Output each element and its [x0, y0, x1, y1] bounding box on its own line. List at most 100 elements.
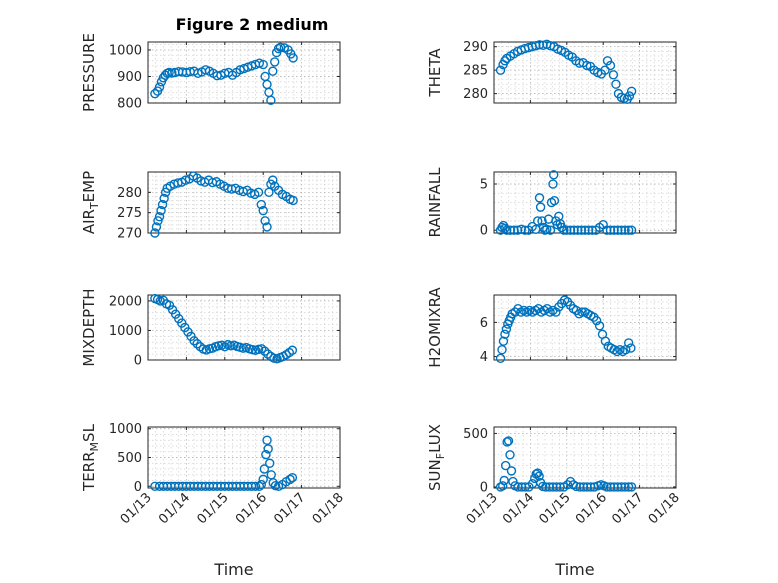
data-point: [501, 324, 512, 334]
data-point: [157, 199, 168, 210]
y-tick-label: 5: [480, 178, 488, 193]
data-point: [531, 41, 541, 51]
y-axis-label: AIRTEMP: [80, 171, 101, 234]
data-point: [534, 193, 545, 203]
y-axis-label-main: TERR: [80, 451, 98, 492]
data-point: [500, 223, 510, 234]
data-point: [261, 449, 271, 460]
y-tick-label: 280: [463, 87, 488, 102]
data-point: [260, 216, 270, 226]
data-point: [582, 60, 592, 71]
data-point: [273, 43, 284, 54]
data-point: [569, 225, 579, 235]
data-point: [600, 65, 610, 75]
data-point: [159, 193, 169, 204]
axes-frame: [147, 41, 341, 104]
data-point: [548, 170, 559, 180]
y-tick-label: 6: [480, 316, 488, 331]
y-tick-label: 0: [480, 480, 488, 495]
figure-title: Figure 2 medium: [176, 15, 329, 34]
subplot-7: 0 500 1000 01/13 01/14 01/15 01/16 01/17 01/18 Ti…: [80, 422, 347, 579]
data-point: [270, 57, 280, 67]
data-point: [578, 482, 589, 492]
data-point: [495, 65, 506, 75]
data-point: [502, 437, 512, 447]
y-axis-label: MIXDEPTH: [80, 288, 98, 366]
y-axis-label-main: PRESSURE: [80, 33, 98, 112]
x-tick-label: 01/18: [646, 490, 683, 527]
y-axis-label-main: MIXDEPTH: [80, 288, 98, 366]
data-point: [609, 482, 619, 492]
data-point: [260, 346, 270, 356]
data-point: [534, 471, 544, 481]
y-tick-label: 1000: [109, 324, 142, 339]
y-axis-label: TERRMSL: [80, 423, 101, 492]
data-point: [500, 329, 510, 340]
data-point: [602, 482, 612, 492]
data-point: [495, 353, 506, 363]
data-point: [538, 40, 548, 50]
data-point: [605, 225, 616, 235]
data-point: [288, 53, 298, 63]
data-point: [549, 195, 560, 206]
data-point: [559, 225, 569, 235]
y-axis-label: PRESSURE: [80, 33, 98, 112]
data-point: [544, 482, 555, 492]
data-point: [268, 66, 278, 76]
y-tick-label: 1000: [109, 422, 142, 437]
data-point: [505, 225, 516, 235]
data-point: [262, 222, 272, 232]
subplot-grid: 800 900 1000 PRESSURE 280 285 290 THETA 270 275 28…: [80, 33, 683, 579]
y-tick-label: 285: [463, 64, 488, 79]
data-point: [254, 481, 265, 491]
y-tick-label: 800: [117, 97, 142, 112]
axes-frame: [493, 294, 677, 361]
x-tick-label: 01/13: [118, 490, 155, 527]
data-point: [512, 225, 523, 235]
data-point: [545, 225, 556, 235]
data-point: [156, 205, 166, 216]
data-point: [531, 469, 541, 479]
data-point: [611, 79, 621, 89]
data-point: [580, 225, 590, 235]
y-axis-label: H2OMIXRA: [426, 287, 444, 368]
data-point: [258, 205, 268, 216]
data-point: [623, 482, 634, 492]
data-point: [537, 216, 547, 226]
data-point: [577, 307, 587, 317]
data-point: [151, 222, 162, 232]
y-tick-label: 0: [134, 480, 142, 495]
data-point: [534, 40, 545, 50]
y-tick-label: 4: [480, 350, 488, 365]
x-tick-label: 01/17: [609, 490, 646, 527]
y-tick-label: 900: [117, 70, 142, 85]
data-point: [576, 225, 587, 235]
y-axis-label-subscript: T: [88, 202, 101, 210]
data-point: [626, 482, 637, 492]
y-axis-label-main: H2OMIXRA: [426, 287, 444, 368]
data-point: [551, 482, 562, 492]
axes-frame: [147, 294, 341, 361]
data-point: [506, 466, 517, 476]
data-point: [583, 225, 594, 235]
data-point: [551, 307, 561, 317]
axes-frame: [493, 171, 677, 234]
data-point: [498, 336, 509, 346]
data-point: [150, 228, 160, 238]
data-point: [505, 450, 515, 460]
data-point: [513, 482, 523, 492]
y-tick-label: 500: [463, 427, 488, 442]
y-axis-label-tail: EMP: [80, 171, 98, 202]
axes-frame: [493, 41, 677, 104]
axes-frame: [493, 426, 677, 489]
data-point: [498, 481, 508, 491]
subplot-2: 280 285 290 THETA: [426, 39, 677, 104]
x-tick-label: 01/16: [573, 490, 610, 527]
subplot-4: 0 5 RAINFALL: [426, 167, 677, 239]
data-point: [613, 225, 623, 235]
y-axis-label-tail: SL: [80, 423, 98, 442]
x-tick-label: 01/18: [310, 490, 347, 527]
y-axis-label-main: AIR: [80, 209, 98, 234]
x-tick-label: 01/15: [195, 490, 232, 527]
